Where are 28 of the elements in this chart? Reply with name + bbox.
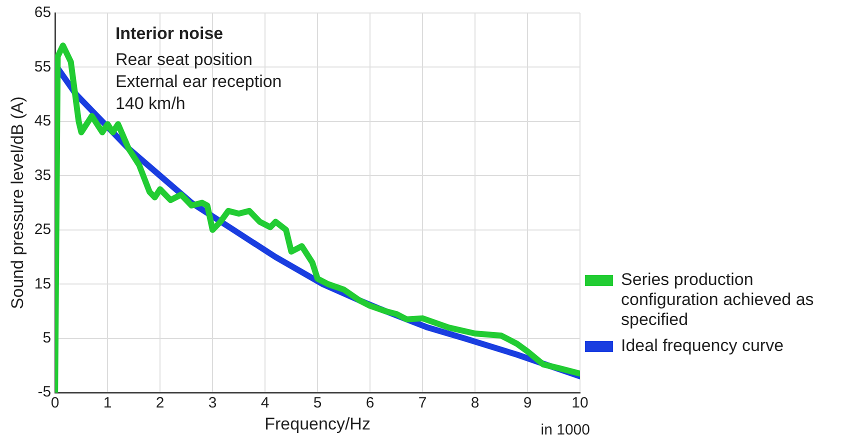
text: in 1000 bbox=[540, 422, 590, 439]
y-tick-label: 45 bbox=[34, 112, 52, 130]
text: Interior noise bbox=[115, 24, 224, 43]
y-tick-label: 65 bbox=[34, 4, 52, 22]
x-tick-label: 0 bbox=[50, 394, 60, 412]
y-tick-label: 5 bbox=[42, 330, 52, 347]
legend-label: Ideal frequency curve bbox=[621, 336, 784, 356]
x-tick-label: 8 bbox=[470, 394, 480, 412]
x-tick-label: 6 bbox=[366, 394, 374, 412]
annotation: 140 km/h bbox=[115, 94, 186, 113]
y-tick-label: 25 bbox=[34, 221, 52, 238]
x-tick-label: 3 bbox=[208, 394, 217, 412]
y-tick-label: 15 bbox=[34, 275, 52, 292]
legend-label: Series production configuration achieved as specified bbox=[621, 270, 815, 330]
y-tick-label: -5 bbox=[38, 384, 52, 401]
y-axis-title: Sound pressure level/dB (A) bbox=[8, 96, 27, 310]
y-tick-label: 35 bbox=[34, 166, 52, 184]
y-tick-label: 55 bbox=[34, 58, 52, 76]
x-tick-label: 2 bbox=[156, 394, 164, 412]
x-tick-label: 1 bbox=[103, 394, 112, 412]
x-axis-title: Frequency/Hz bbox=[264, 414, 370, 434]
x-tick-label: 4 bbox=[260, 394, 270, 412]
x-tick-label: 7 bbox=[418, 394, 427, 412]
annotation: External ear reception bbox=[115, 72, 282, 91]
x-tick-label: 5 bbox=[313, 394, 322, 412]
x-tick-label: 9 bbox=[523, 394, 532, 412]
x-tick-label: 10 bbox=[572, 394, 588, 412]
annotation: Rear seat position bbox=[115, 50, 252, 69]
